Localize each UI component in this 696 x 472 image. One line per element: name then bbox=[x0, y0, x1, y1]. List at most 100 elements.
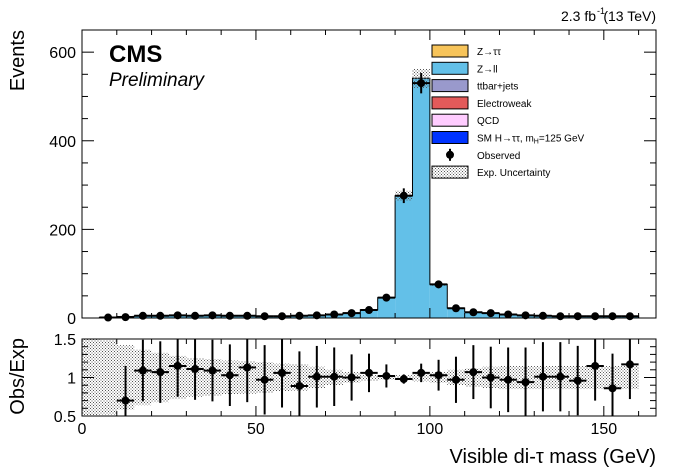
legend-swatch bbox=[431, 96, 469, 110]
y-tick-label: 400 bbox=[49, 134, 76, 151]
legend-swatch bbox=[431, 44, 469, 58]
ratio-point bbox=[382, 371, 391, 380]
observed-point bbox=[382, 293, 391, 302]
observed-point bbox=[556, 312, 565, 321]
x-tick-label: 50 bbox=[247, 421, 265, 438]
observed-point bbox=[504, 310, 513, 319]
observed-point bbox=[486, 309, 495, 318]
ratio-point bbox=[504, 375, 513, 384]
y-tick-label: 200 bbox=[49, 222, 76, 239]
legend-swatch bbox=[431, 113, 469, 127]
ratio-point bbox=[434, 371, 443, 380]
observed-point bbox=[278, 312, 287, 321]
legend-label: ttbar+jets bbox=[477, 82, 518, 93]
observed-point bbox=[469, 308, 478, 317]
legend-label: Observed bbox=[477, 151, 520, 162]
observed-point bbox=[295, 311, 304, 320]
observed-point bbox=[573, 312, 582, 321]
legend-label: Electroweak bbox=[477, 99, 532, 110]
plot-frame bbox=[81, 29, 657, 319]
ratio-point bbox=[243, 363, 252, 372]
x-tick-label: 100 bbox=[417, 421, 444, 438]
ratio-point bbox=[399, 375, 408, 384]
ratio-plot-panel: 0.5 1 1.5 0 50 100 150 bbox=[54, 332, 657, 438]
ratio-point bbox=[365, 368, 373, 377]
ratio-point bbox=[521, 378, 530, 387]
observed-point bbox=[156, 311, 165, 320]
legend-label: QCD bbox=[477, 116, 499, 127]
main-plot-panel: 0 200 400 600 bbox=[49, 29, 657, 328]
observed-point bbox=[365, 306, 373, 315]
ratio-y-tick-label: 0.5 bbox=[54, 409, 76, 426]
experiment-label: CMS bbox=[109, 41, 162, 68]
ratio-point bbox=[347, 373, 356, 382]
status-label: Preliminary bbox=[109, 70, 206, 91]
observed-point bbox=[260, 312, 269, 321]
ratio-point bbox=[121, 396, 130, 405]
ratio-point bbox=[260, 375, 269, 384]
observed-point bbox=[138, 311, 147, 320]
observed-point bbox=[521, 311, 530, 320]
ratio-point bbox=[625, 360, 634, 369]
observed-point bbox=[312, 311, 321, 320]
ratio-point bbox=[451, 375, 460, 384]
legend-label: Z→ττ bbox=[477, 47, 501, 58]
bar-zll bbox=[395, 195, 413, 318]
x-axis-title: Visible di-τ mass (GeV) bbox=[450, 446, 656, 468]
stack-outline bbox=[98, 77, 640, 318]
observed-point bbox=[173, 311, 182, 320]
observed-point bbox=[417, 79, 426, 88]
legend-swatch bbox=[431, 61, 469, 75]
y-axis-title-main: Events bbox=[7, 30, 29, 91]
bar-zll bbox=[447, 308, 465, 318]
ratio-point bbox=[556, 372, 565, 381]
ratio-y-tick-label: 1.5 bbox=[54, 332, 76, 349]
ratio-point bbox=[608, 384, 617, 393]
bar-zll bbox=[412, 78, 430, 318]
legend-swatch bbox=[431, 79, 469, 93]
ratio-point bbox=[417, 368, 426, 377]
ratio-point bbox=[330, 372, 339, 381]
legend-swatch bbox=[431, 131, 469, 144]
observed-point bbox=[451, 304, 460, 313]
ratio-point bbox=[278, 368, 287, 377]
observed-point bbox=[330, 310, 339, 319]
observed-point bbox=[208, 311, 217, 320]
ratio-point bbox=[295, 381, 304, 390]
ratio-point bbox=[191, 365, 200, 374]
ratio-y-tick-label: 1 bbox=[67, 371, 76, 388]
legend-swatch bbox=[431, 165, 469, 179]
x-tick-label: 0 bbox=[78, 421, 87, 438]
legend-marker bbox=[446, 150, 454, 159]
ratio-point bbox=[138, 366, 147, 375]
y-tick-label: 600 bbox=[49, 45, 76, 62]
ratio-point bbox=[591, 361, 600, 370]
y-axis-title-ratio: Obs/Exp bbox=[7, 338, 29, 415]
lumi-energy: (13 TeV) bbox=[603, 8, 656, 24]
legend-label: Z→ll bbox=[477, 64, 498, 75]
ratio-point bbox=[173, 361, 182, 370]
observed-point bbox=[434, 280, 443, 289]
lumi-exponent: -1 bbox=[597, 6, 605, 16]
ratio-point bbox=[208, 366, 217, 375]
observed-point bbox=[347, 309, 356, 318]
observed-point bbox=[538, 311, 547, 320]
ratio-point bbox=[312, 372, 321, 381]
legend-label: SM H→ττ, mH=125 GeV bbox=[477, 134, 585, 146]
observed-point bbox=[121, 313, 130, 322]
ratio-point bbox=[156, 368, 165, 377]
observed-point bbox=[608, 312, 617, 321]
observed-point bbox=[191, 311, 200, 320]
observed-point bbox=[399, 191, 408, 200]
x-tick-label: 150 bbox=[590, 421, 617, 438]
bar-zll bbox=[377, 297, 396, 318]
legend-label: Exp. Uncertainty bbox=[477, 168, 550, 179]
y-tick-label: 0 bbox=[67, 311, 76, 328]
lumi-label: 2.3 fb bbox=[561, 8, 596, 24]
ratio-point bbox=[538, 372, 547, 381]
ratio-point bbox=[486, 373, 495, 382]
ratio-point bbox=[573, 376, 582, 385]
ratio-uncertainty-band bbox=[99, 340, 117, 415]
observed-point bbox=[243, 311, 252, 320]
